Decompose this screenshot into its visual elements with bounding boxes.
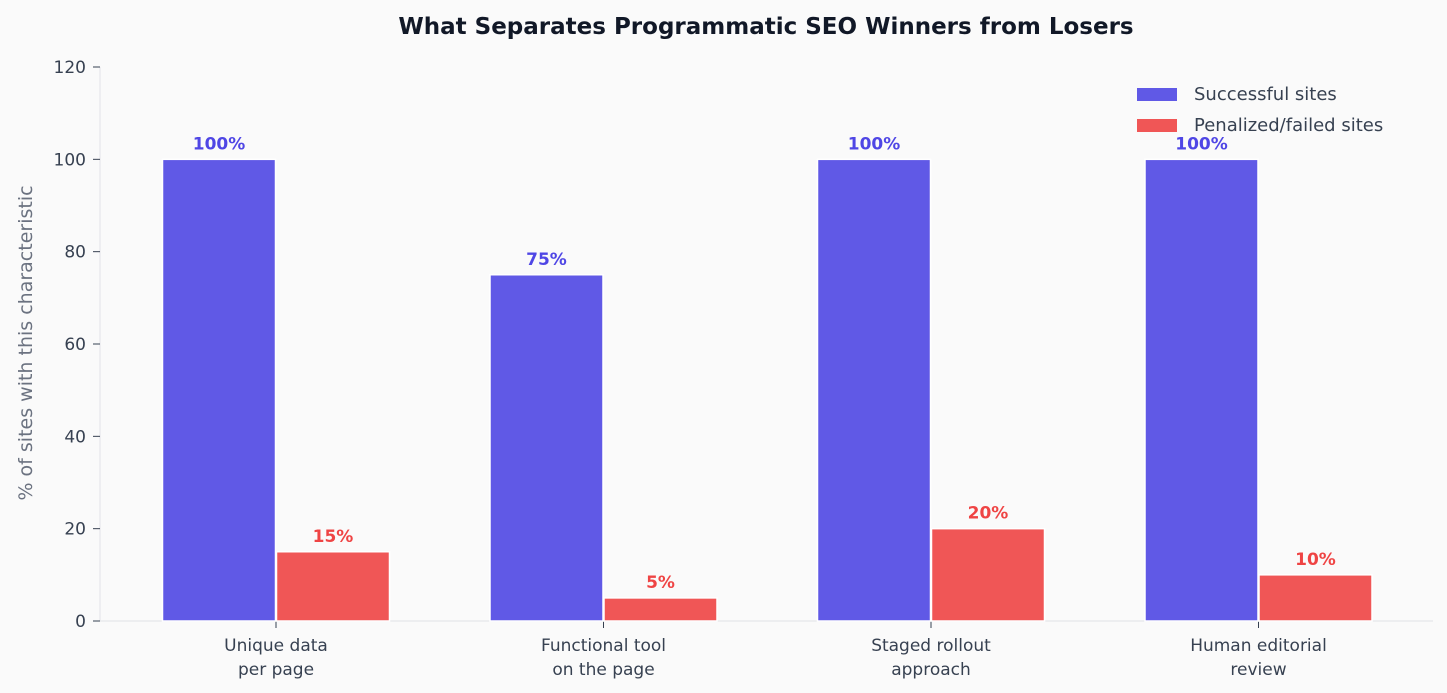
x-tick-label-line: per page — [238, 660, 314, 680]
y-tick-label: 20 — [64, 520, 86, 540]
legend-swatch — [1137, 88, 1177, 101]
legend-label: Successful sites — [1194, 84, 1337, 105]
y-tick-label: 0 — [75, 612, 86, 632]
y-tick-label: 100 — [54, 150, 86, 170]
bar-successful — [161, 158, 277, 622]
bars — [161, 158, 1373, 628]
legend: Successful sites Penalized/failed sites — [1137, 84, 1383, 136]
data-label: 20% — [968, 504, 1009, 524]
data-label: 5% — [646, 573, 675, 593]
bar-penalized — [275, 551, 391, 622]
data-label: 100% — [1175, 134, 1228, 154]
bar-successful — [489, 274, 604, 622]
bar-penalized — [930, 527, 1046, 622]
data-label: 75% — [526, 250, 567, 270]
x-tick-label: Human editorial review — [1190, 636, 1327, 680]
x-tick-label-line: Staged rollout — [871, 636, 991, 656]
chart-title: What Separates Programmatic SEO Winners … — [398, 14, 1133, 40]
y-tick-label: 80 — [64, 243, 86, 263]
bar-successful — [1144, 158, 1259, 622]
y-tick-label: 40 — [64, 427, 86, 447]
y-tick-label: 120 — [54, 58, 86, 78]
y-axis-label: % of sites with this characteristic — [15, 185, 37, 500]
data-label: 10% — [1295, 550, 1336, 570]
bar-successful — [816, 158, 932, 622]
legend-label: Penalized/failed sites — [1194, 115, 1383, 136]
bar-penalized — [1258, 574, 1373, 622]
x-tick-label-line: Functional tool — [541, 636, 666, 656]
x-tick-label: Functional tool on the page — [541, 636, 666, 680]
x-tick-label-line: review — [1230, 660, 1286, 680]
x-tick-label-line: approach — [891, 660, 971, 680]
bar-penalized — [603, 597, 718, 622]
data-label: 15% — [313, 527, 354, 547]
data-label: 100% — [193, 134, 246, 154]
x-tick-label: Staged rollout approach — [871, 636, 991, 680]
x-tick-label-line: Human editorial — [1190, 636, 1327, 656]
y-tick-label: 60 — [64, 335, 86, 355]
data-labels: Unique data per page 100% 15% Functional too… — [193, 134, 1336, 680]
x-tick-label-line: on the page — [552, 660, 654, 680]
x-tick-label: Unique data per page — [224, 636, 328, 680]
data-label: 100% — [848, 134, 901, 154]
legend-swatch — [1137, 119, 1177, 132]
x-tick-label-line: Unique data — [224, 636, 328, 656]
